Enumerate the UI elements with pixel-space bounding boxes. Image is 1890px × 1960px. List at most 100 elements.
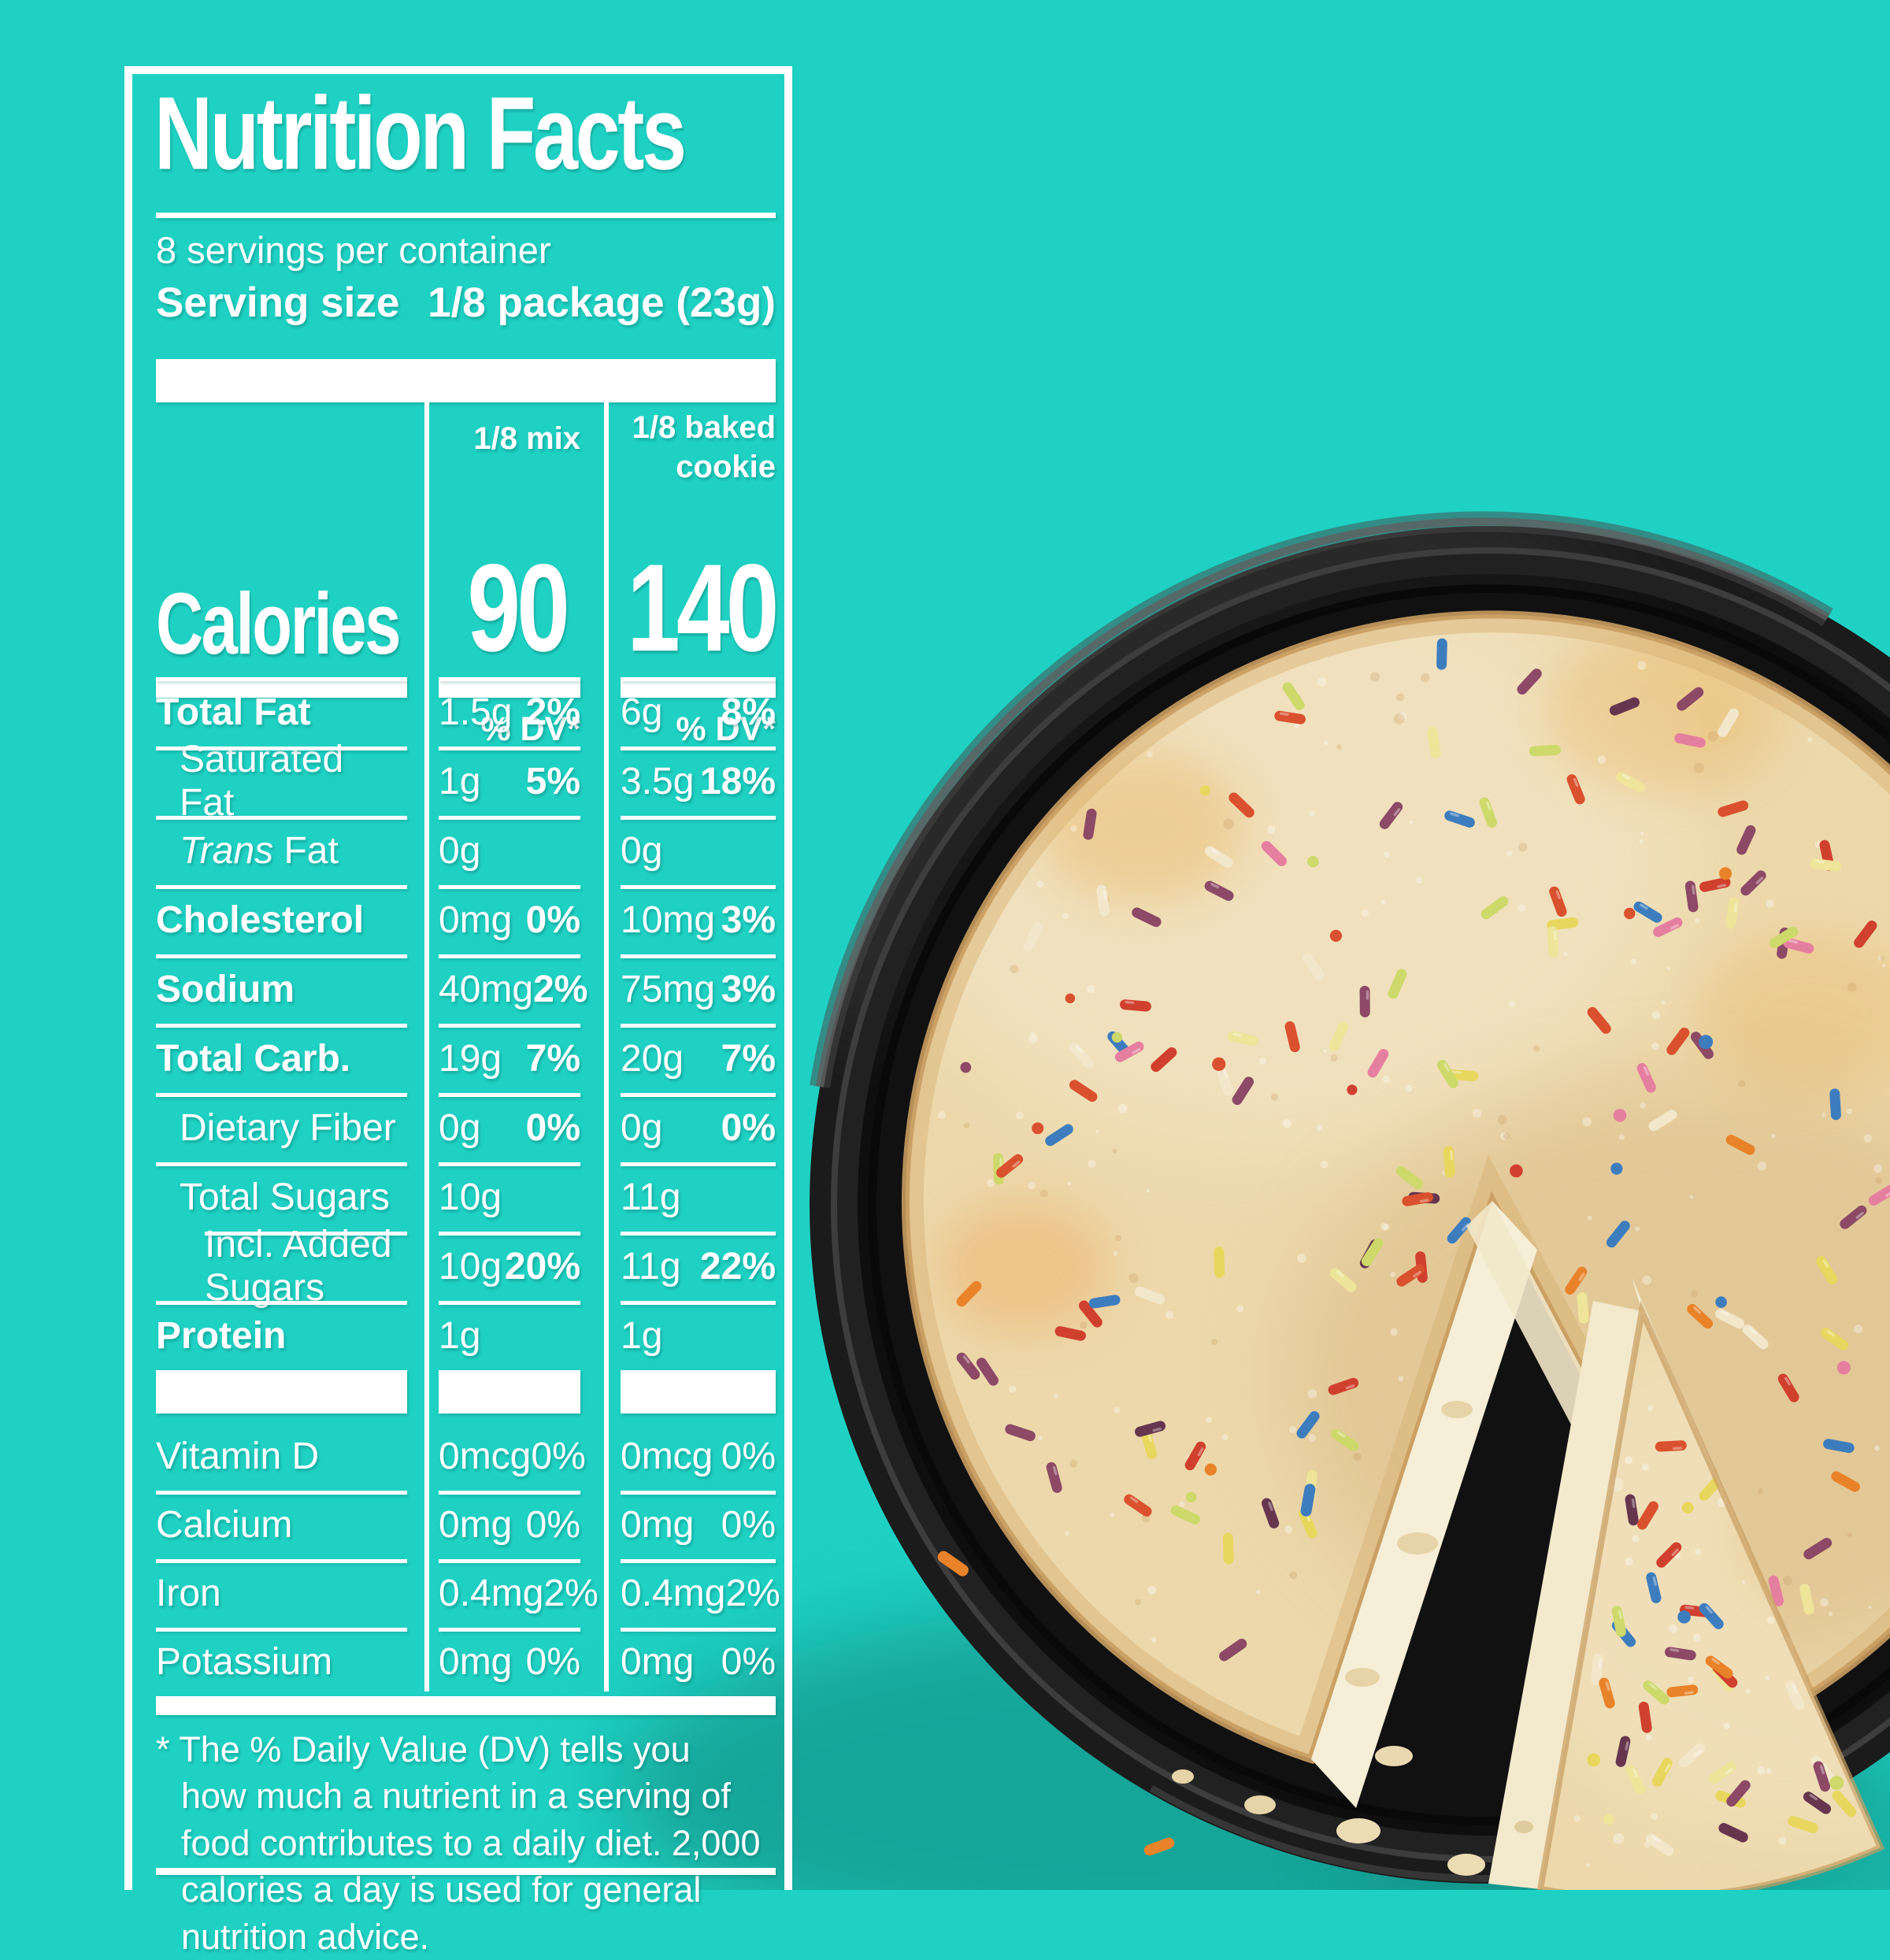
mix-amount: 0mcg [439, 1436, 532, 1477]
mix-amount: 0mg [439, 1641, 513, 1683]
mix-amount: 0.4mg [439, 1573, 544, 1614]
dv-header-mix: % DV* [480, 710, 580, 748]
section-divider [156, 1370, 407, 1413]
mix-dv: 0% [525, 1641, 580, 1683]
nutrient-rows: Total Fat 1.5g 2% 6g 8% Saturated Fat 1g… [132, 677, 800, 1370]
nutrient-name: Incl. Added Sugars [205, 1224, 392, 1309]
nutrient-name: Potassium [156, 1641, 333, 1683]
table-row: Potassium 0mg 0% 0mg 0% [132, 1628, 800, 1696]
cut-face [1311, 1201, 1537, 1808]
column-divider-1 [424, 402, 429, 1691]
serving-size-label: Serving size [156, 279, 400, 326]
table-row: Incl. Added Sugars 10g 20% 11g 22% [132, 1224, 800, 1309]
serving-size-value: 1/8 package (23g) [428, 279, 776, 326]
nutrient-name: Cholesterol [156, 898, 365, 941]
column-header-baked: 1/8 baked cookie [632, 410, 776, 484]
mix-amount: 1.5g [439, 691, 513, 733]
baked-amount: 3.5g [621, 760, 695, 802]
mix-dv: 7% [525, 1037, 580, 1080]
baked-amount: 11g [621, 1176, 681, 1218]
mix-dv: 5% [525, 760, 580, 802]
baked-amount: 10mg [621, 898, 716, 941]
table-row: Vitamin D 0mcg 0% 0mcg 0% [132, 1422, 800, 1491]
nutrition-facts-label: Nutrition Facts 8 servings per container… [124, 66, 792, 1957]
cookie-slice [1488, 1277, 1885, 1890]
thick-divider-bottom [156, 1696, 776, 1715]
dv-footnote: * The % Daily Value (DV) tells you how m… [156, 1729, 761, 1957]
mix-dv: 2% [543, 1573, 598, 1614]
baked-amount: 11g [621, 1245, 681, 1288]
baked-dv: 18% [699, 760, 776, 802]
crumbs [937, 1484, 1533, 1876]
table-row: Protein 1g 1g [132, 1301, 800, 1370]
baked-amount: 0g [621, 829, 663, 872]
calories-baked-value: 140 [627, 538, 780, 678]
table-row: Total Sugars 10g 11g [132, 1162, 800, 1232]
nutrient-name: Calcium [156, 1504, 293, 1546]
column-header-mix: 1/8 mix [473, 421, 580, 456]
nutrient-name: Vitamin D [156, 1436, 320, 1477]
mix-amount: 1g [439, 760, 481, 802]
table-row: Sodium 40mg 2% 75mg 3% [132, 954, 800, 1024]
baked-amount: 6g [621, 691, 663, 733]
baked-amount: 0mg [621, 1641, 695, 1683]
nutrient-name: Total Sugars [180, 1176, 390, 1218]
baked-amount: 75mg [621, 968, 716, 1010]
mix-dv: 0% [525, 1504, 580, 1546]
baked-dv: 0% [721, 1106, 776, 1149]
baked-dv: 0% [721, 1504, 776, 1546]
baked-dv: 0% [721, 1436, 776, 1477]
mix-dv: 2% [525, 691, 580, 733]
cookie [901, 610, 1890, 1808]
mix-amount: 0mg [439, 1504, 513, 1546]
baked-amount: 1g [621, 1314, 663, 1357]
mix-dv: 2% [533, 968, 588, 1010]
table-row: Iron 0.4mg 2% 0.4mg 2% [132, 1559, 800, 1628]
label-title: Nutrition Facts [154, 75, 687, 191]
baked-dv: 2% [725, 1573, 780, 1614]
thick-divider-top [156, 359, 776, 402]
baked-dv: 8% [721, 691, 776, 733]
table-row: Total Carb. 19g 7% 20g 7% [132, 1024, 800, 1093]
baked-dv: 3% [721, 968, 776, 1010]
mix-amount: 0mg [439, 898, 513, 941]
nutrient-name: Total Carb. [156, 1037, 351, 1080]
mix-amount: 1g [439, 1314, 481, 1357]
table-row: Dietary Fiber 0g 0% 0g 0% [132, 1093, 800, 1162]
product-image: Nutrition Facts 8 servings per container… [124, 66, 1890, 1957]
nutrient-name: Trans Fat [180, 829, 339, 872]
nutrient-name: Dietary Fiber [180, 1106, 396, 1149]
serving-size-row: Serving size 1/8 package (23g) [156, 271, 776, 334]
nutrient-name: Iron [156, 1573, 221, 1614]
table-row: Calcium 0mg 0% 0mg 0% [132, 1491, 800, 1559]
mix-dv: 0% [525, 898, 580, 941]
column-divider-2 [604, 402, 609, 1691]
nutrient-name: Saturated Fat [180, 739, 344, 824]
dv-header-baked: % DV* [676, 710, 776, 748]
mix-dv: 0% [531, 1436, 586, 1477]
servings-per-container: 8 servings per container [156, 229, 551, 271]
calories-mix-value: 90 [467, 538, 570, 678]
baked-dv: 7% [721, 1037, 776, 1080]
baked-amount: 0mcg [621, 1436, 713, 1477]
final-rule [156, 1868, 776, 1875]
mix-amount: 0g [439, 829, 481, 872]
mix-amount: 19g [439, 1037, 502, 1080]
calories-rule [156, 679, 407, 698]
mix-amount: 0g [439, 1106, 481, 1149]
table-row: Total Fat 1.5g 2% 6g 8% [132, 677, 800, 747]
nutrient-name: Sodium [156, 968, 295, 1010]
nutrient-name: Total Fat [156, 691, 311, 733]
title-rule [156, 213, 776, 218]
table-row: Saturated Fat 1g 5% 3.5g 18% [132, 739, 800, 824]
baked-amount: 0.4mg [621, 1573, 726, 1614]
nutrient-name: Protein [156, 1314, 287, 1357]
calories-label: Calories [156, 576, 402, 673]
baked-dv: 0% [721, 1641, 776, 1683]
mix-dv: 20% [504, 1245, 580, 1288]
table-row: Cholesterol 0mg 0% 10mg 3% [132, 885, 800, 954]
mix-amount: 10g [439, 1176, 502, 1218]
baked-amount: 0g [621, 1106, 663, 1149]
baked-dv: 22% [699, 1245, 776, 1288]
mix-dv: 0% [525, 1106, 580, 1149]
